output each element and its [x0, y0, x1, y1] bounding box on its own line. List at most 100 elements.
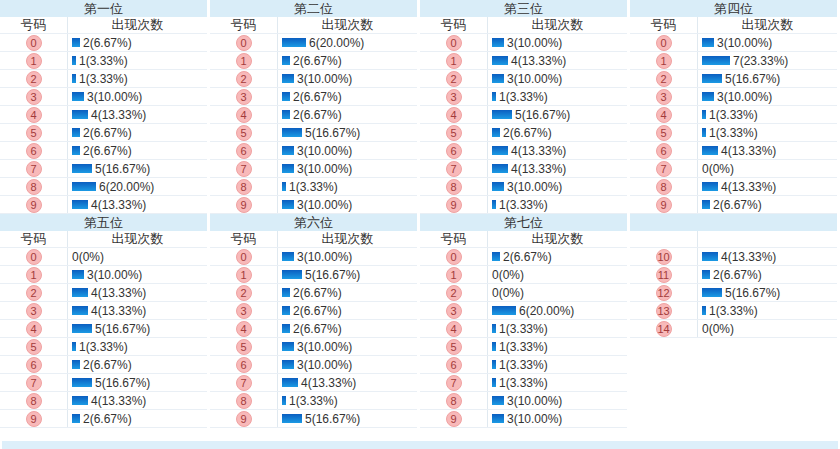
table-row: 42(6.67%): [210, 106, 417, 124]
number-cell: 2: [630, 70, 698, 87]
count-cell: 3(10.00%): [278, 248, 417, 265]
number-badge: 1: [656, 53, 672, 69]
table-row: 23(10.00%): [210, 70, 417, 88]
number-cell: 0: [0, 34, 68, 51]
section-title: 第二位: [210, 0, 417, 17]
frequency-label: 5(16.67%): [305, 268, 360, 282]
frequency-bar: [282, 38, 306, 47]
frequency-label: 1(3.33%): [79, 340, 128, 354]
number-column-header: 号码: [0, 17, 68, 33]
frequency-label: 4(13.33%): [91, 394, 146, 408]
number-cell: 7: [420, 374, 488, 391]
count-cell: 3(10.00%): [278, 338, 417, 355]
frequency-label: 1(3.33%): [499, 90, 548, 104]
table-row: 03(10.00%): [630, 34, 837, 52]
frequency-bar: [492, 200, 496, 209]
count-cell: 0(0%): [698, 320, 837, 337]
count-cell: 2(6.67%): [698, 266, 837, 283]
count-cell: 4(13.33%): [68, 196, 207, 213]
number-badge: 7: [446, 375, 462, 391]
number-badge: 5: [26, 125, 42, 141]
table-row: 86(20.00%): [0, 178, 207, 196]
count-cell: 2(6.67%): [278, 302, 417, 319]
count-column-header: 出现次数: [68, 17, 207, 33]
number-cell: 3: [0, 302, 68, 319]
table-row: 45(16.67%): [420, 106, 627, 124]
number-cell: 3: [420, 302, 488, 319]
number-cell: 5: [210, 338, 278, 355]
count-cell: 5(16.67%): [278, 266, 417, 283]
number-cell: 8: [210, 178, 278, 195]
table-row: 81(3.33%): [210, 392, 417, 410]
number-badge: 5: [446, 339, 462, 355]
frequency-bar: [282, 288, 290, 297]
table-row: 8 1(3.33%): [210, 178, 417, 196]
frequency-label: 5(16.67%): [305, 412, 360, 426]
frequency-bar: [72, 164, 92, 173]
frequency-bar: [492, 56, 508, 65]
number-badge: 3: [446, 303, 462, 319]
count-cell: 5(16.67%): [698, 284, 837, 301]
number-badge: 1: [236, 53, 252, 69]
number-cell: 1: [420, 52, 488, 69]
count-cell: 0(0%): [488, 266, 627, 283]
number-badge: 14: [656, 321, 672, 337]
frequency-label: 3(10.00%): [507, 72, 562, 86]
frequency-bar: [282, 342, 294, 351]
number-badge: 1: [446, 53, 462, 69]
number-badge: 8: [26, 179, 42, 195]
frequency-bar: [492, 182, 504, 191]
frequency-label: 1(3.33%): [289, 394, 338, 408]
number-badge: 1: [446, 267, 462, 283]
count-cell: 1(3.33%): [488, 356, 627, 373]
number-badge: 0: [26, 249, 42, 265]
frequency-bar: [282, 252, 294, 261]
count-cell: 4(13.33%): [488, 142, 627, 159]
count-cell: 1(3.33%): [698, 124, 837, 141]
count-column-header: [698, 231, 837, 247]
number-badge: 6: [236, 143, 252, 159]
frequency-label: 4(13.33%): [721, 250, 776, 264]
sections-row-top: 第一位号码出现次数02(6.67%)11(3.33%)21(3.33%)33(1…: [0, 0, 840, 214]
frequency-bar: [492, 146, 508, 155]
number-badge: 5: [236, 339, 252, 355]
table-row: 5 3(10.00%): [210, 338, 417, 356]
number-cell: 1: [210, 266, 278, 283]
frequency-bar: [72, 92, 84, 101]
column-header-row: 号码出现次数: [420, 231, 627, 248]
count-cell: 2(6.67%): [488, 124, 627, 141]
frequency-bar: [282, 164, 294, 173]
frequency-label: 3(10.00%): [297, 358, 352, 372]
number-cell: 0: [420, 248, 488, 265]
number-cell: 6: [0, 356, 68, 373]
frequency-bar: [72, 324, 92, 333]
frequency-bar: [702, 128, 706, 137]
number-cell: 5: [0, 338, 68, 355]
table-row: 83(10.00%): [420, 392, 627, 410]
frequency-label: 1(3.33%): [709, 108, 758, 122]
frequency-label: 1(3.33%): [289, 180, 338, 194]
count-cell: 0(0%): [488, 284, 627, 301]
table-row: 06(20.00%): [210, 34, 417, 52]
frequency-dashboard: 第一位号码出现次数02(6.67%)11(3.33%)21(3.33%)33(1…: [0, 0, 840, 428]
number-cell: 2: [0, 70, 68, 87]
count-cell: 2(6.67%): [278, 88, 417, 105]
frequency-label: 1(3.33%): [709, 304, 758, 318]
number-badge: 7: [26, 375, 42, 391]
count-cell: 1(3.33%): [68, 338, 207, 355]
number-badge: 2: [236, 285, 252, 301]
table-row: 44(13.33%): [0, 106, 207, 124]
number-badge: 3: [236, 303, 252, 319]
frequency-label: 2(6.67%): [293, 54, 342, 68]
frequency-label: 3(10.00%): [297, 250, 352, 264]
frequency-bar: [282, 146, 294, 155]
number-badge: 4: [236, 107, 252, 123]
frequency-label: 1(3.33%): [499, 340, 548, 354]
frequency-bar: [492, 342, 496, 351]
frequency-label: 0(0%): [492, 268, 524, 282]
count-cell: 1(3.33%): [488, 374, 627, 391]
frequency-label: 1(3.33%): [709, 126, 758, 140]
count-cell: 1(3.33%): [488, 320, 627, 337]
number-cell: 6: [210, 356, 278, 373]
frequency-label: 4(13.33%): [721, 180, 776, 194]
